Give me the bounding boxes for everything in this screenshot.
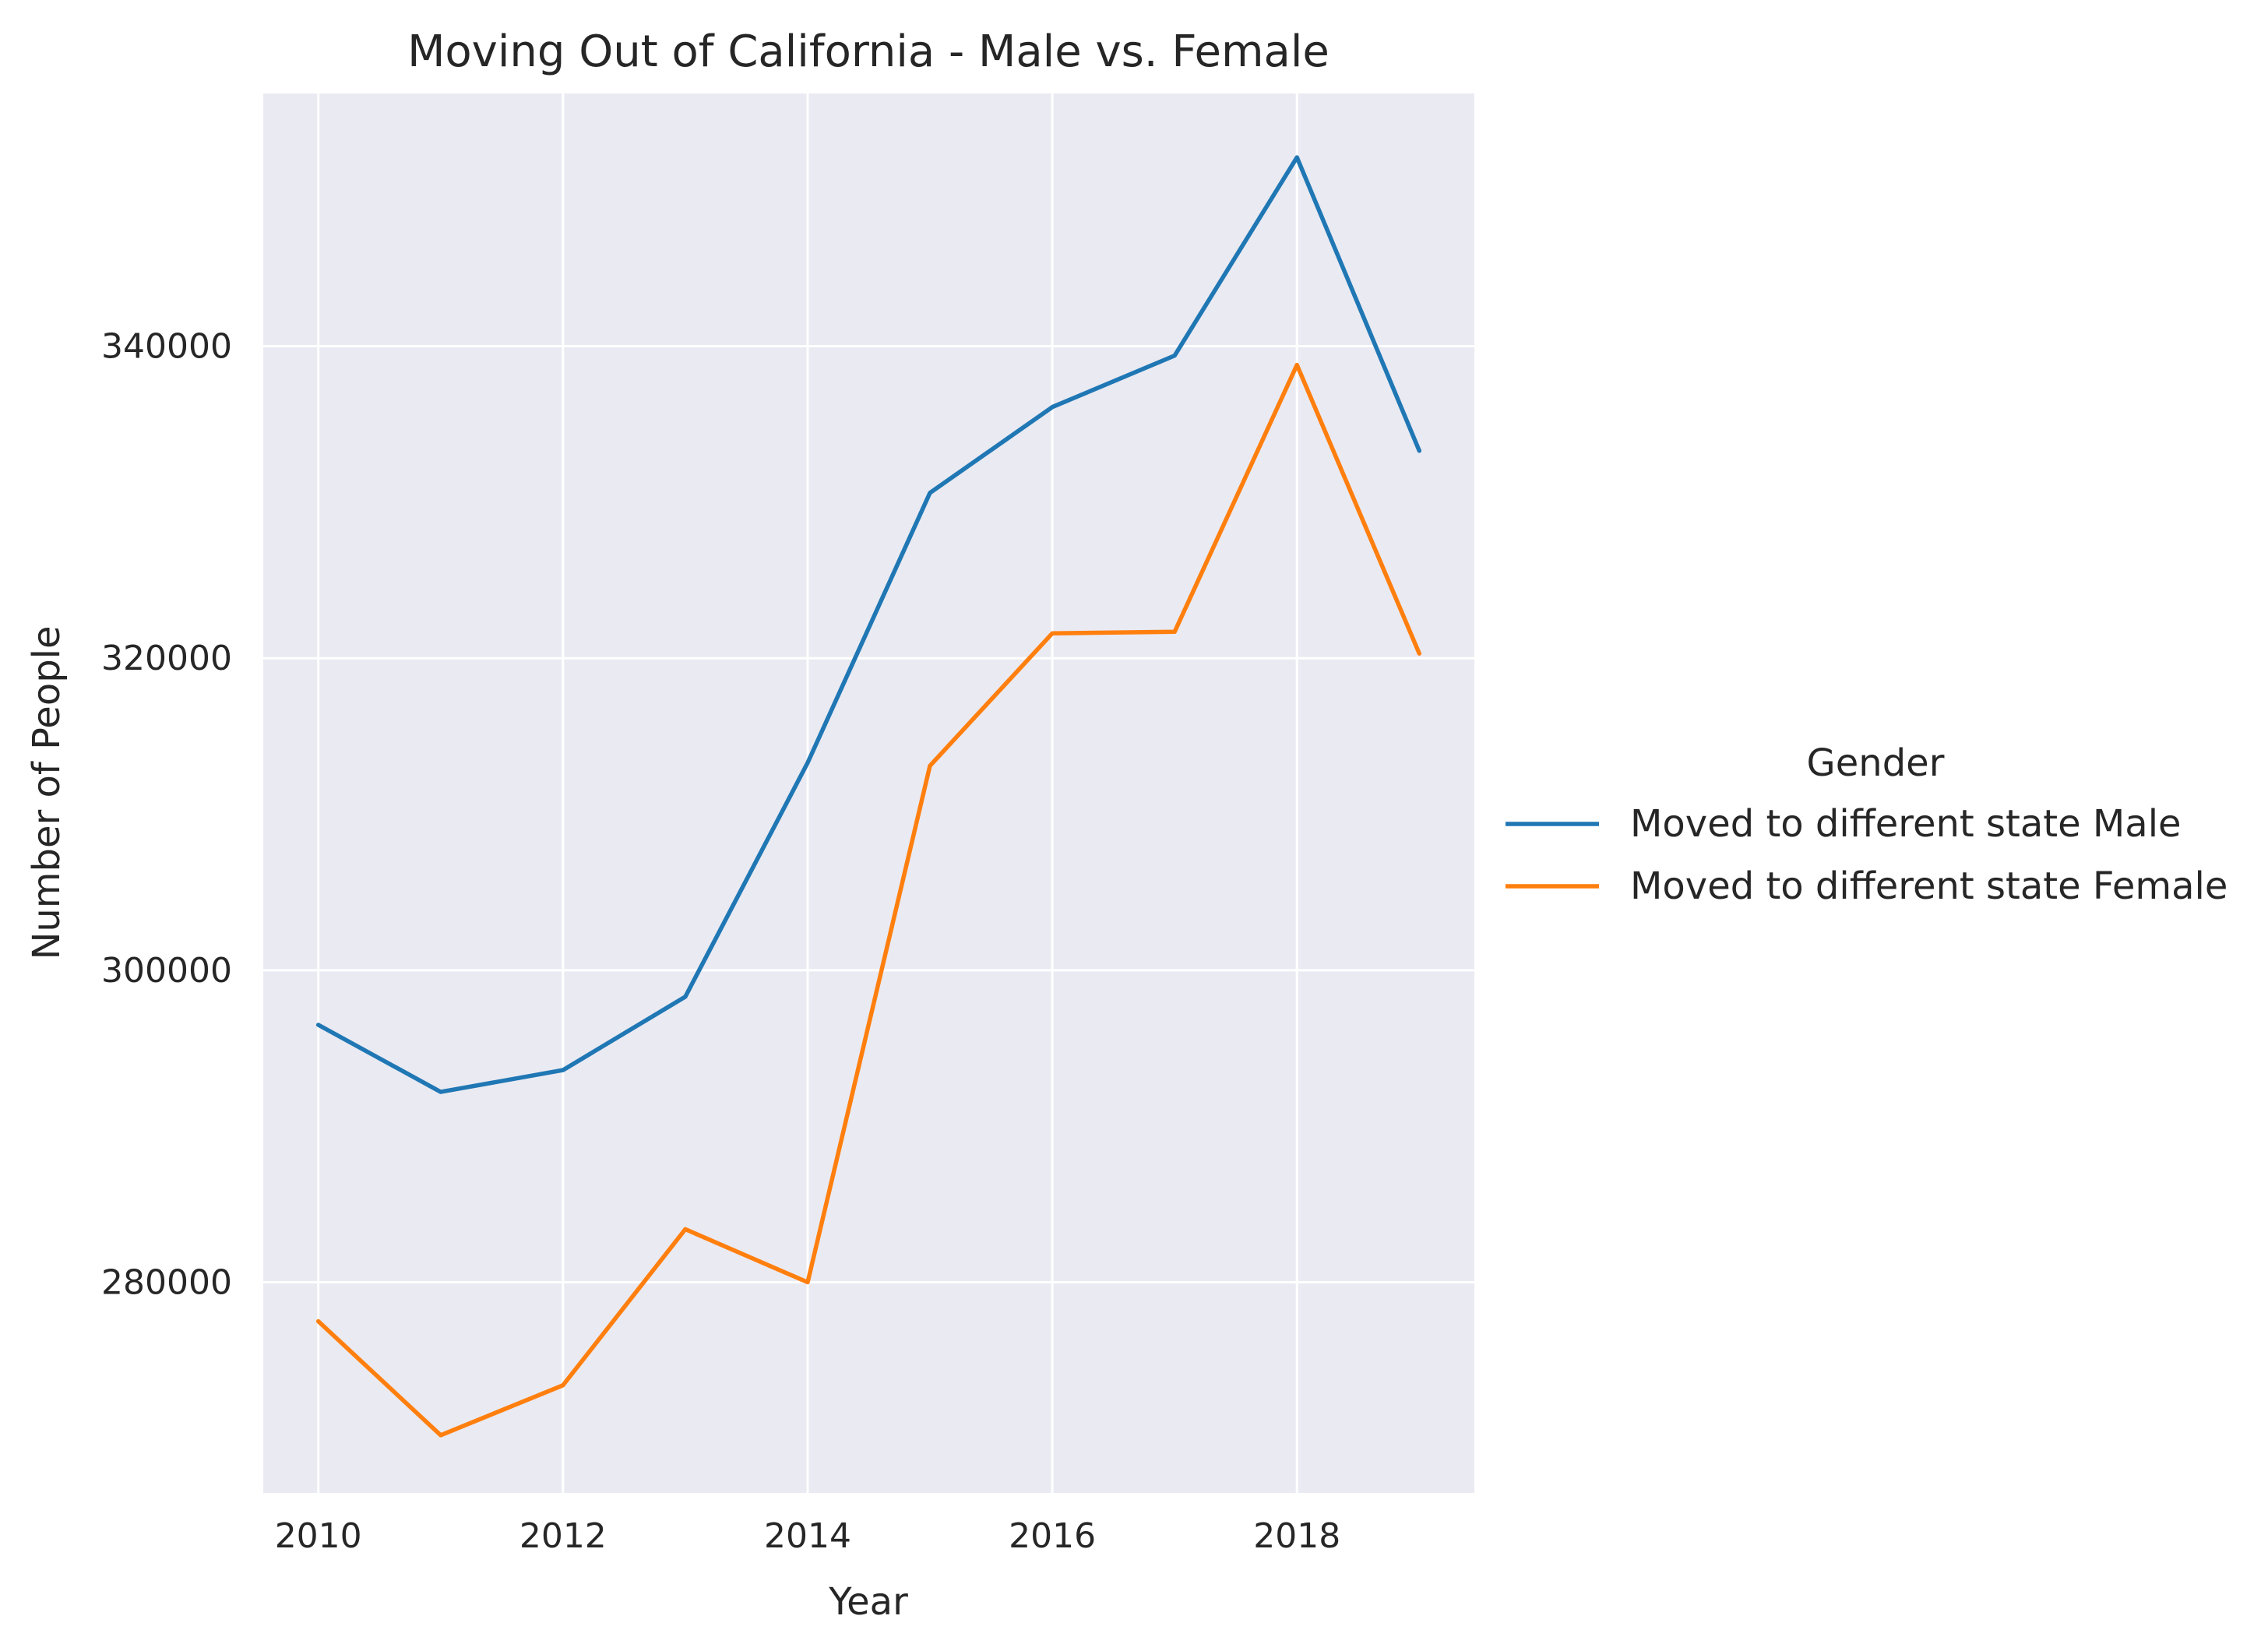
series-line-female <box>315 362 1422 1438</box>
legend-items: Moved to different state Male Moved to di… <box>1506 802 2228 908</box>
x-tick-label: 2018 <box>1253 1516 1340 1556</box>
x-axis-label: Year <box>828 1580 908 1624</box>
legend: Gender Moved to different state MaleMove… <box>1506 741 2228 908</box>
y-tick-label: 280000 <box>101 1263 232 1303</box>
plot-background <box>263 93 1474 1493</box>
legend-label: Moved to different state Female <box>1630 864 2228 908</box>
y-axis-label: Number of People <box>25 625 69 959</box>
y-tick-label: 340000 <box>101 327 232 367</box>
series-line-male <box>315 155 1422 1094</box>
x-tick-label: 2016 <box>1009 1516 1096 1556</box>
legend-title: Gender <box>1807 741 1945 785</box>
x-tick-label: 2012 <box>519 1516 607 1556</box>
series-lines <box>315 155 1422 1438</box>
y-tick-label: 300000 <box>101 951 232 991</box>
x-tick-label: 2010 <box>275 1516 362 1556</box>
gridlines <box>263 93 1474 1493</box>
y-tick-label: 320000 <box>101 639 232 678</box>
x-tick-label: 2014 <box>764 1516 851 1556</box>
legend-label: Moved to different state Male <box>1630 802 2182 846</box>
tick-labels: 2010 2012 2014 2016 2018 280000 300000 320000 34… <box>101 327 1340 1556</box>
chart-title: Moving Out of California - Male vs. Fema… <box>407 26 1329 77</box>
